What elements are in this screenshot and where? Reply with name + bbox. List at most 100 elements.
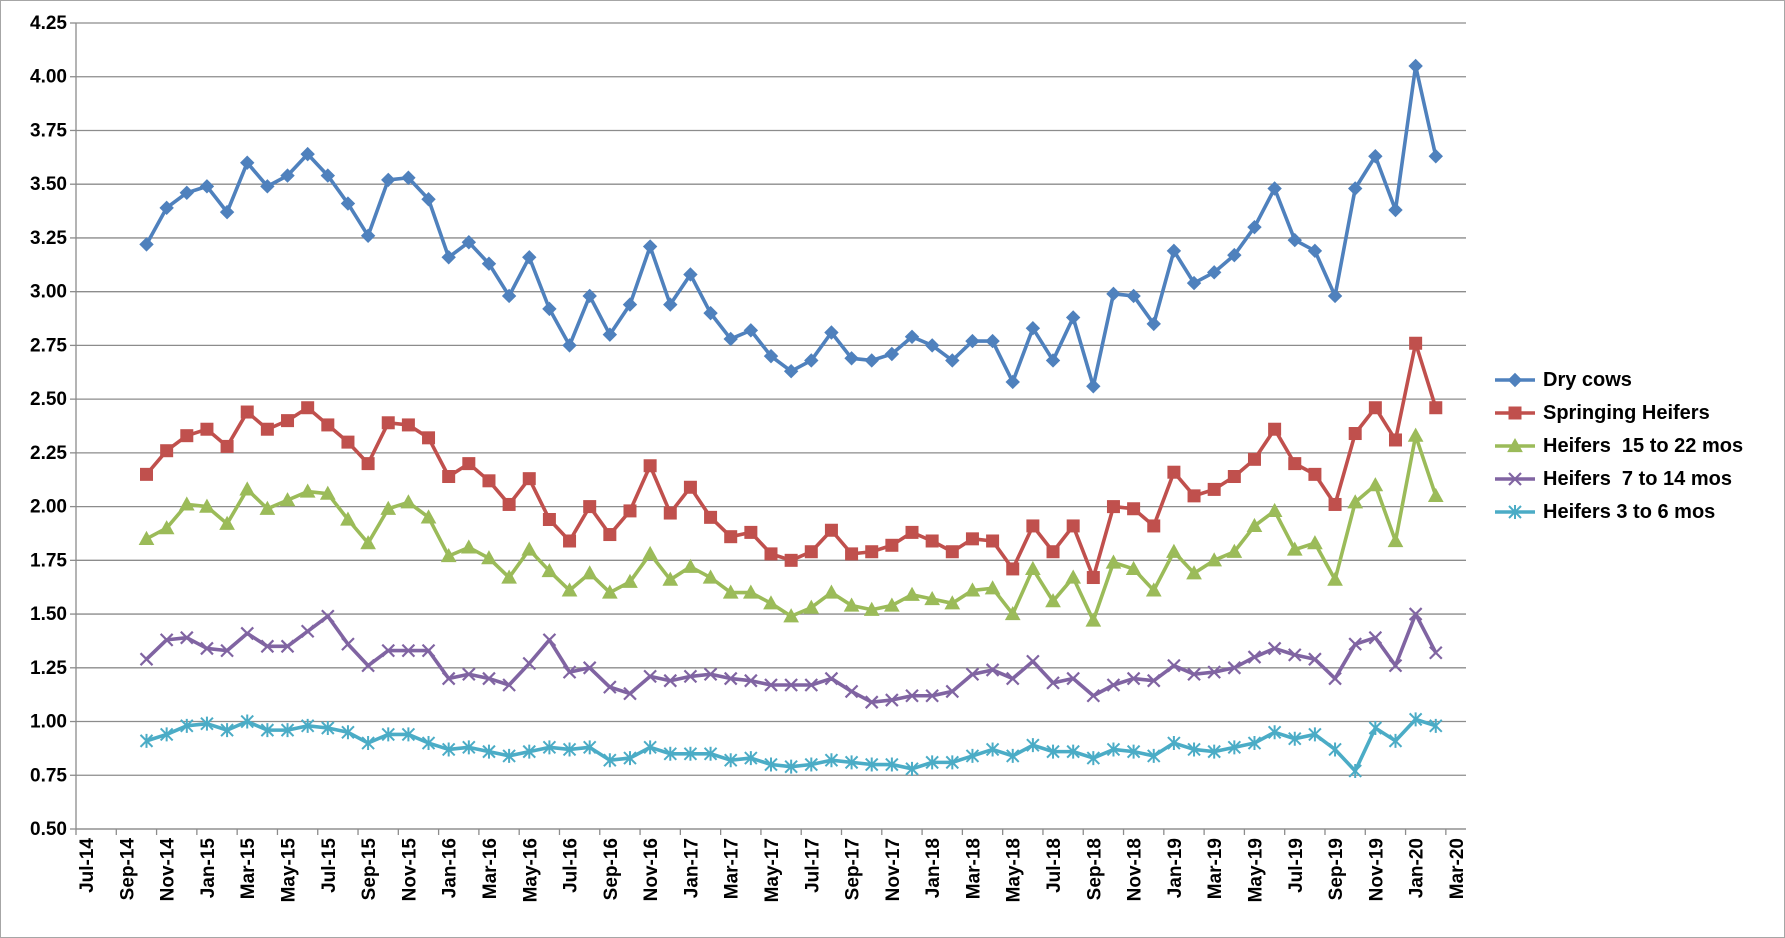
data-point-dry-cows — [401, 170, 416, 185]
data-point-dry-cows — [1307, 243, 1323, 259]
data-point-heifers-3-to-6-mos — [1147, 748, 1161, 763]
data-point-dry-cows — [783, 363, 799, 379]
data-point-heifers-7-to-14-mos — [1106, 678, 1121, 692]
y-tick-label: 2.75 — [30, 335, 67, 356]
data-point-dry-cows — [924, 338, 940, 353]
data-point-heifers-7-to-14-mos — [945, 684, 960, 699]
data-point-heifers-3-to-6-mos — [1267, 725, 1282, 740]
data-point-heifers-15-to-22-mos — [803, 599, 820, 614]
data-point-heifers-7-to-14-mos — [844, 684, 859, 699]
data-point-heifers-3-to-6-mos — [663, 746, 677, 761]
y-axis-tick-labels: 0.50 0.75 1.00 1.25 1.50 1.75 2.00 2.25 2.50 2.75… — [30, 13, 67, 840]
y-tick-label: 4.25 — [30, 13, 67, 34]
data-point-dry-cows — [582, 288, 597, 304]
data-point-dry-cows — [381, 172, 396, 188]
data-point-dry-cows — [562, 338, 577, 353]
data-point-heifers-15-to-22-mos — [843, 597, 860, 612]
data-point-dry-cows — [602, 327, 618, 342]
data-point-heifers-7-to-14-mos — [1287, 648, 1302, 662]
data-point-heifers-15-to-22-mos — [601, 584, 618, 599]
data-point-springing-heifers — [1026, 519, 1040, 533]
data-point-heifers-7-to-14-mos — [139, 652, 154, 666]
legend-item-springing-heifers: Springing Heifers — [1493, 397, 1773, 429]
data-point-springing-heifers — [643, 459, 657, 473]
axes — [70, 22, 1466, 835]
data-point-dry-cows — [1428, 149, 1443, 164]
data-point-heifers-3-to-6-mos — [139, 733, 154, 748]
data-point-heifers-15-to-22-mos — [501, 569, 517, 584]
data-point-dry-cows — [1408, 58, 1423, 74]
data-point-heifers-15-to-22-mos — [743, 584, 759, 599]
x-tick-label: Nov-15 — [399, 838, 420, 902]
series-heifers-3-to-6-mos — [139, 712, 1443, 778]
legend-label-dry-cows: Dry cows — [1543, 368, 1632, 391]
data-point-heifers-7-to-14-mos — [280, 639, 295, 654]
data-point-dry-cows — [642, 239, 658, 254]
data-point-heifers-7-to-14-mos — [522, 656, 537, 671]
x-tick-label: Nov-14 — [158, 838, 179, 902]
data-point-heifers-3-to-6-mos — [844, 755, 859, 770]
data-point-springing-heifers — [1066, 519, 1080, 533]
data-point-heifers-7-to-14-mos — [240, 626, 255, 641]
data-point-heifers-3-to-6-mos — [462, 740, 476, 755]
legend-label-heifers-3-6: Heifers 3 to 6 mos — [1543, 500, 1716, 523]
legend-marker-heifers-3-to-6-mos — [1508, 505, 1522, 519]
data-point-heifers-7-to-14-mos — [502, 678, 516, 692]
data-point-springing-heifers — [885, 538, 899, 552]
data-point-heifers-15-to-22-mos — [642, 545, 658, 560]
legend-item-heifers-3-6: Heifers 3 to 6 mos — [1493, 496, 1773, 528]
data-point-heifers-15-to-22-mos — [823, 584, 840, 599]
data-point-springing-heifers — [1409, 336, 1423, 350]
data-point-heifers-3-to-6-mos — [965, 748, 980, 763]
data-point-heifers-7-to-14-mos — [562, 665, 577, 679]
data-point-heifers-3-to-6-mos — [381, 727, 395, 742]
data-point-springing-heifers — [1227, 470, 1241, 484]
data-point-heifers-15-to-22-mos — [319, 485, 336, 500]
data-point-dry-cows — [1086, 379, 1101, 394]
data-point-dry-cows — [1327, 288, 1343, 304]
legend-marker-heifers-15-to-22-mos — [1507, 437, 1523, 453]
data-point-heifers-7-to-14-mos — [764, 678, 778, 692]
data-point-dry-cows — [1206, 265, 1222, 280]
data-point-springing-heifers — [281, 414, 295, 428]
data-point-heifers-3-to-6-mos — [865, 757, 879, 772]
data-point-heifers-3-to-6-mos — [1187, 742, 1201, 757]
data-point-heifers-3-to-6-mos — [1328, 742, 1342, 757]
data-point-heifers-15-to-22-mos — [1307, 535, 1323, 550]
data-point-heifers-3-to-6-mos — [582, 740, 597, 755]
data-point-heifers-7-to-14-mos — [784, 678, 798, 692]
data-point-heifers-15-to-22-mos — [420, 509, 437, 524]
x-tick-label: Sep-14 — [117, 838, 138, 901]
data-point-heifers-15-to-22-mos — [199, 498, 215, 513]
data-point-springing-heifers — [401, 418, 415, 432]
data-point-heifers-3-to-6-mos — [1006, 748, 1020, 763]
data-point-springing-heifers — [663, 506, 677, 520]
data-point-heifers-3-to-6-mos — [764, 757, 778, 772]
data-point-dry-cows — [1045, 353, 1061, 368]
x-tick-label: Mar-17 — [722, 838, 743, 899]
data-point-dry-cows — [663, 297, 678, 312]
data-point-heifers-3-to-6-mos — [1227, 740, 1242, 755]
y-tick-label: 2.25 — [30, 443, 67, 464]
data-point-heifers-7-to-14-mos — [220, 643, 234, 658]
x-tick-label: Jul-19 — [1286, 838, 1307, 893]
y-tick-label: 1.50 — [30, 604, 67, 625]
x-tick-label: Jul-15 — [319, 838, 340, 893]
series-lines — [138, 58, 1444, 778]
data-point-springing-heifers — [1368, 401, 1382, 415]
data-point-heifers-3-to-6-mos — [502, 748, 516, 763]
data-point-heifers-15-to-22-mos — [340, 511, 356, 526]
data-point-heifers-15-to-22-mos — [1004, 606, 1021, 621]
data-point-heifers-7-to-14-mos — [180, 630, 194, 645]
data-point-dry-cows — [884, 346, 900, 362]
data-point-heifers-3-to-6-mos — [885, 757, 899, 772]
data-point-heifers-3-to-6-mos — [724, 753, 738, 768]
legend-label-heifers-7-14: Heifers 7 to 14 mos — [1543, 467, 1732, 490]
data-point-springing-heifers — [240, 405, 254, 419]
data-point-heifers-7-to-14-mos — [361, 658, 375, 673]
data-point-dry-cows — [804, 353, 819, 368]
data-point-heifers-15-to-22-mos — [1125, 560, 1142, 576]
y-tick-label: 0.75 — [30, 765, 67, 786]
data-point-springing-heifers — [1247, 452, 1261, 466]
data-point-heifers-15-to-22-mos — [158, 520, 175, 535]
